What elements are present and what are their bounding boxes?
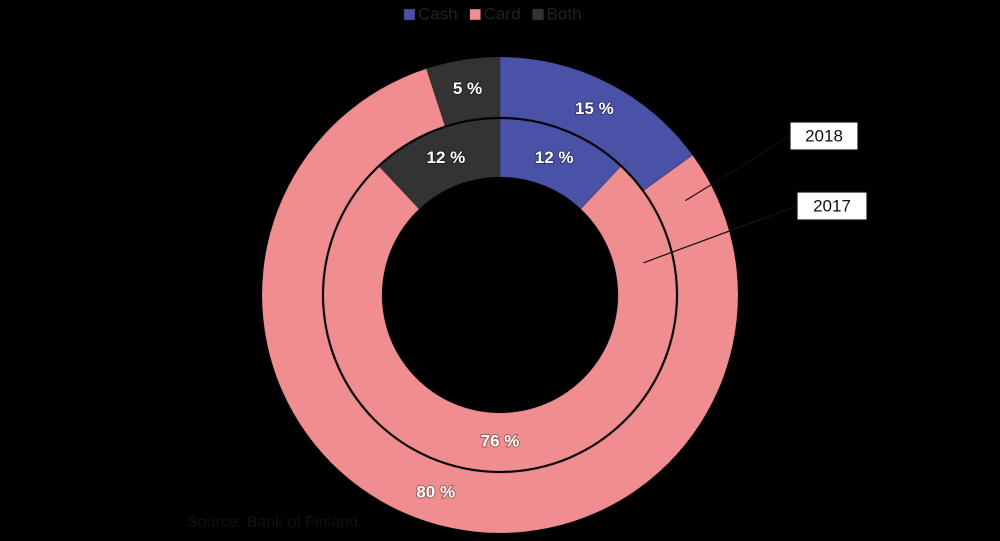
donut-segment bbox=[261, 68, 739, 534]
legend-swatch bbox=[403, 8, 416, 21]
segment-label: 76 % bbox=[481, 431, 520, 450]
donut-segment bbox=[425, 56, 501, 127]
segment-label: 5 % bbox=[453, 79, 482, 98]
callout-box bbox=[796, 191, 868, 221]
legend-label: Card bbox=[484, 4, 521, 23]
legend-label: Cash bbox=[418, 4, 458, 23]
segment-label: 80 % bbox=[416, 482, 455, 501]
donut-segment bbox=[378, 118, 501, 210]
donut-segment bbox=[499, 56, 694, 192]
legend-swatch bbox=[469, 8, 481, 21]
legend-swatch bbox=[532, 8, 544, 21]
source-note: Source: Bank of Finland. bbox=[187, 514, 362, 531]
legend-label: Both bbox=[547, 4, 582, 23]
callout-label: 2018 bbox=[805, 126, 843, 145]
segment-label: 15 % bbox=[575, 99, 614, 118]
donut-segment bbox=[323, 165, 677, 472]
callout-line bbox=[685, 135, 791, 202]
callout-box bbox=[789, 121, 859, 151]
segment-label: 12 % bbox=[427, 148, 466, 167]
callout-label: 2017 bbox=[813, 196, 851, 215]
segment-label: 12 % bbox=[535, 148, 574, 167]
donut-segment bbox=[499, 118, 622, 210]
callout-line bbox=[643, 205, 798, 264]
legend: Cash Card Both bbox=[403, 4, 582, 23]
